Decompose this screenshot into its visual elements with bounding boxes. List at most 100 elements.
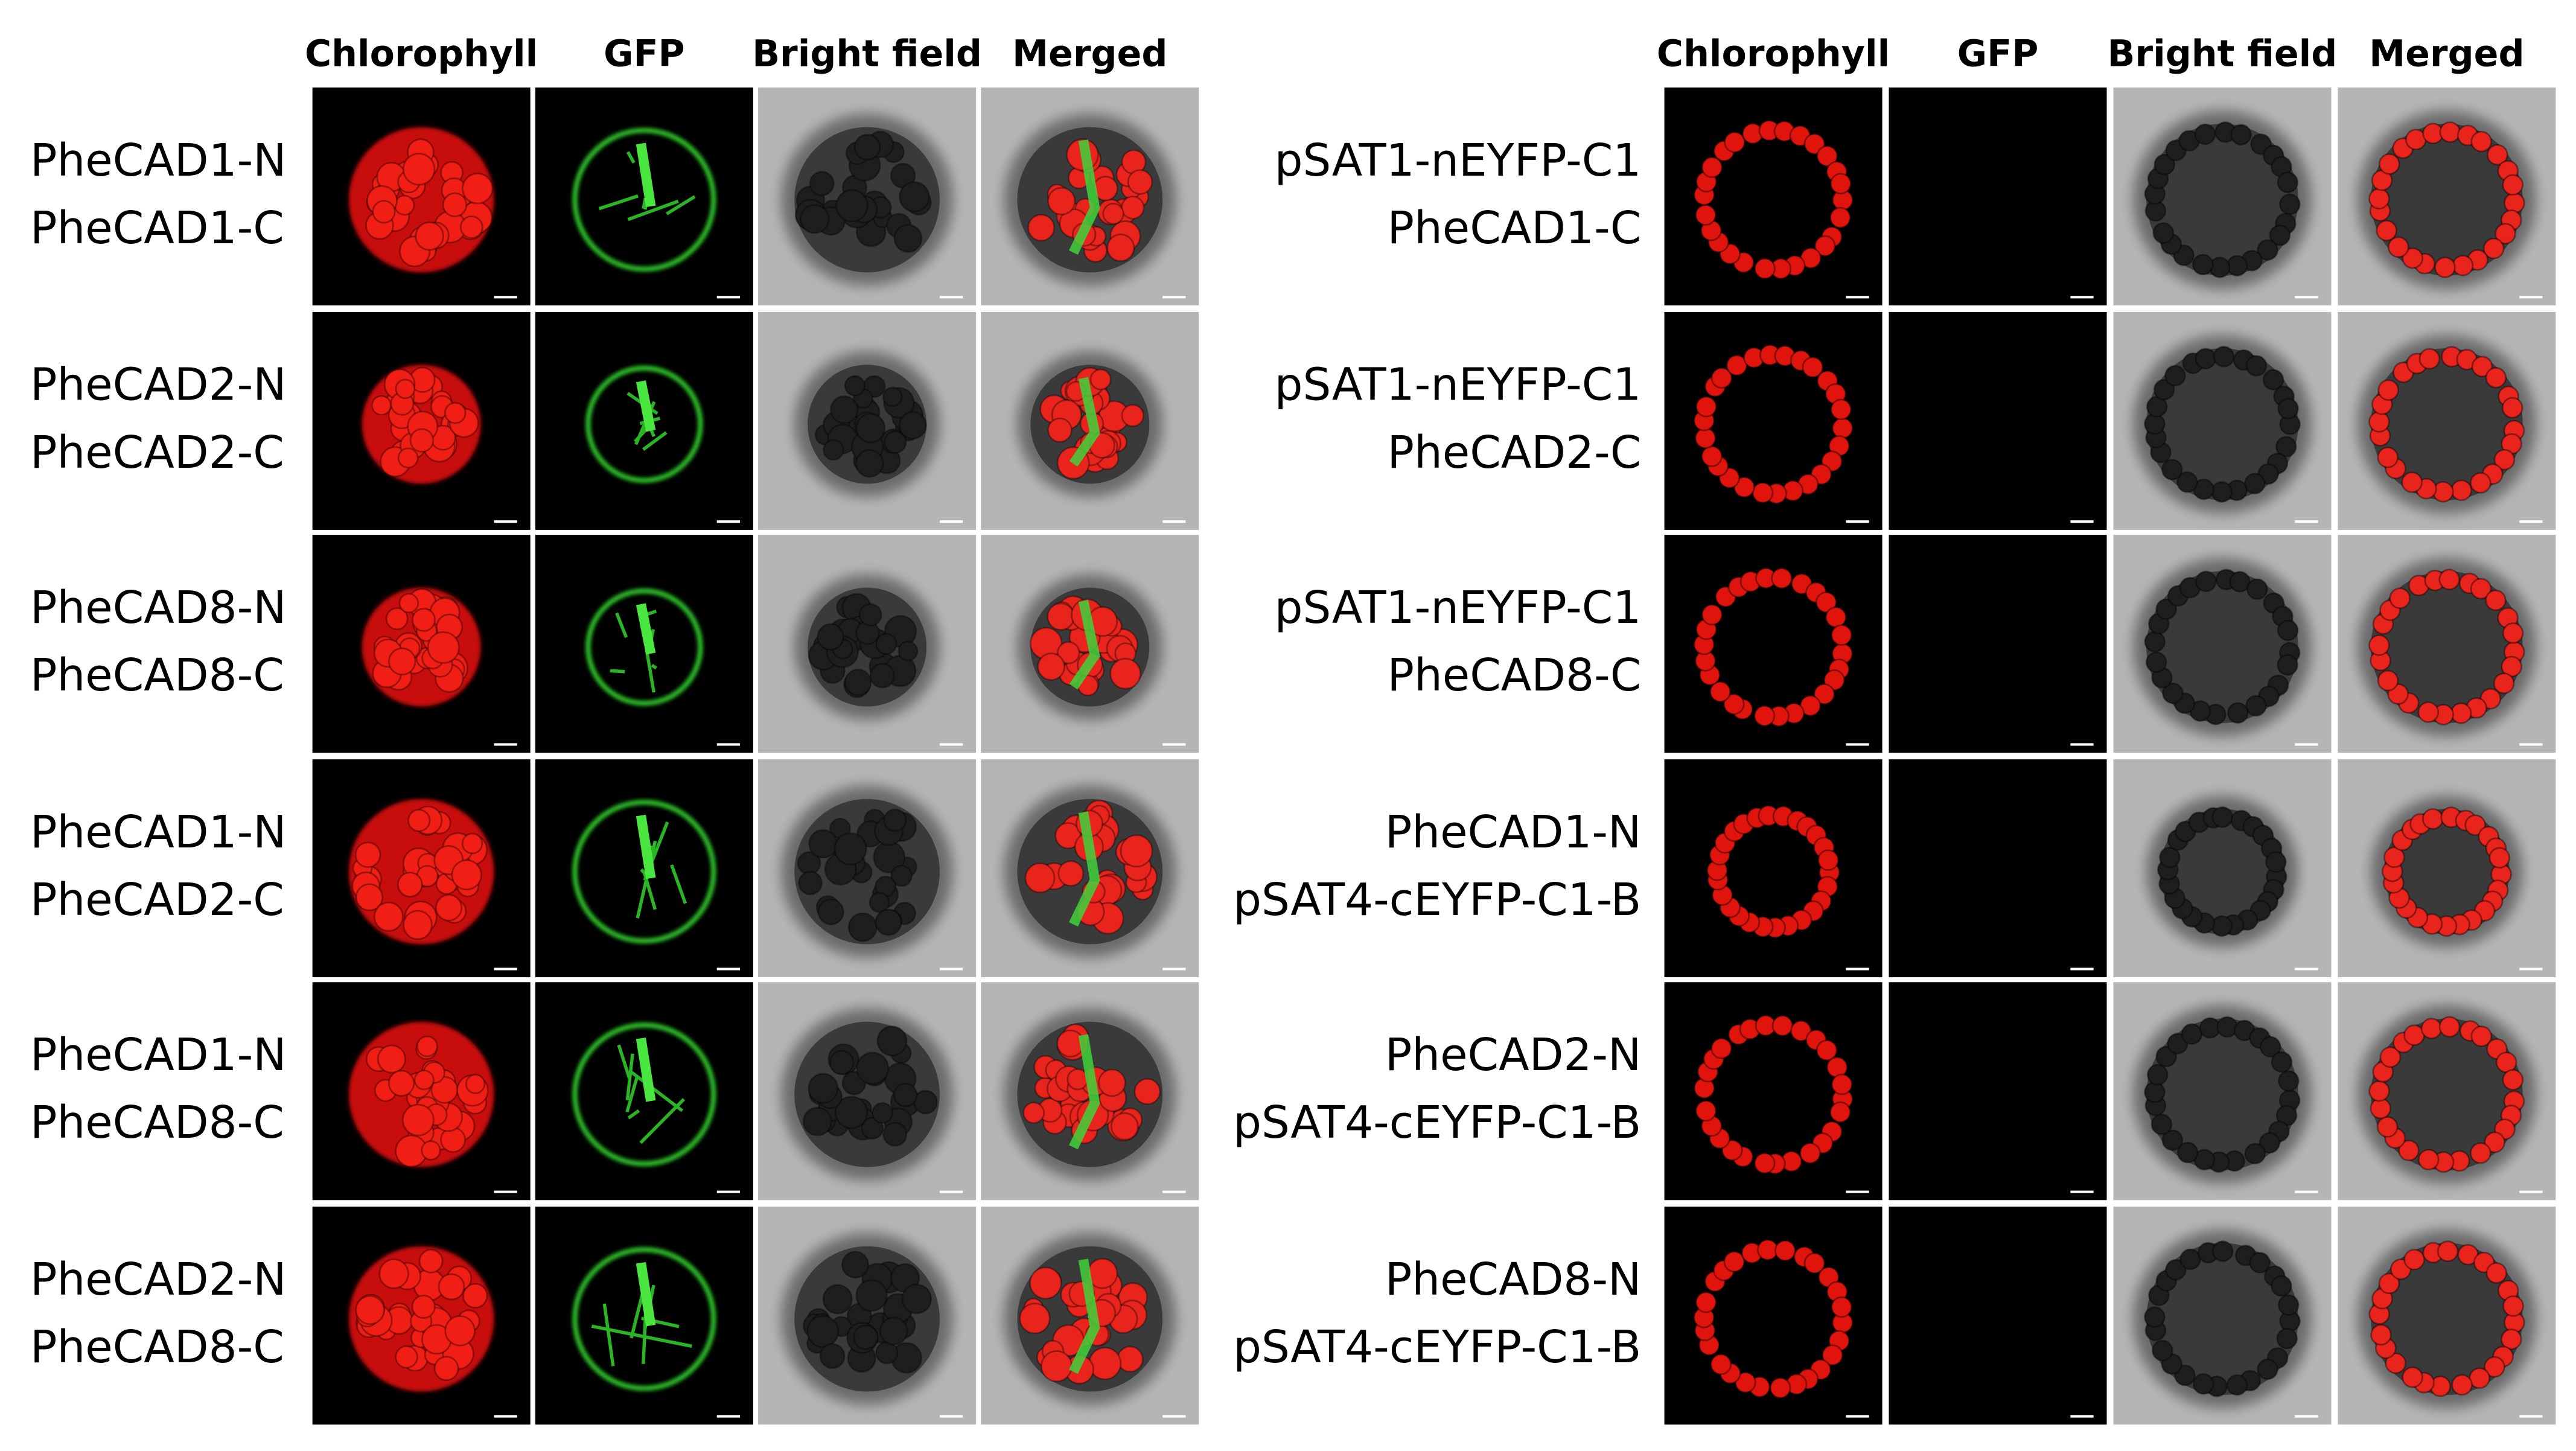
chloroplast	[1790, 1020, 1812, 1042]
micrograph	[312, 311, 531, 530]
chloroplast	[1019, 1303, 1051, 1335]
chloroplast	[2389, 587, 2411, 609]
chloroplast	[802, 1106, 832, 1137]
chloroplast	[1815, 592, 1837, 613]
chloroplast	[861, 1117, 884, 1140]
chloroplast	[2154, 153, 2175, 176]
chloroplast	[2398, 1140, 2420, 1161]
chloroplast	[2226, 1374, 2248, 1396]
chloroplast	[2501, 655, 2523, 678]
column-header: GFP	[604, 33, 685, 75]
chloroplast	[1694, 427, 1717, 449]
chloroplast	[1133, 1078, 1161, 1105]
chloroplast	[2368, 1080, 2390, 1102]
chloroplast	[875, 908, 902, 936]
image-background	[1889, 982, 2107, 1201]
chloroplast	[2195, 570, 2217, 593]
chloroplast	[1830, 398, 1852, 421]
gfp-ring	[585, 588, 703, 706]
micrograph	[1664, 982, 1883, 1201]
chloroplast	[1825, 606, 1847, 628]
chloroplast	[2464, 814, 2486, 836]
chloroplast	[2450, 702, 2472, 724]
chloroplast	[2417, 1149, 2440, 1171]
chloroplast	[869, 891, 890, 913]
chloroplast	[1695, 1291, 1717, 1313]
chloroplast	[2257, 239, 2278, 261]
chloroplast	[872, 1102, 894, 1124]
row-label: pSAT4-cEYFP-C1-B	[1233, 1097, 1641, 1149]
chloroplast	[893, 1083, 918, 1108]
chloroplast	[409, 428, 435, 453]
micrograph	[2338, 1207, 2556, 1425]
chloroplast	[2421, 808, 2444, 830]
chloroplast	[2271, 1275, 2292, 1297]
micrograph	[2113, 535, 2332, 753]
column-header: GFP	[1957, 33, 2039, 75]
chloroplast	[2277, 398, 2299, 419]
chloroplast	[2488, 847, 2511, 869]
micrograph	[1889, 311, 2107, 530]
chloroplast	[451, 859, 482, 891]
row-label: PheCAD8-N	[1385, 1254, 1641, 1306]
chloroplast	[855, 449, 884, 478]
row-label: PheCAD2-N	[30, 1254, 286, 1306]
chloroplast	[1829, 1101, 1851, 1123]
chloroplast	[355, 1295, 385, 1325]
chloroplast	[2279, 193, 2301, 215]
chloroplast	[1769, 1377, 1791, 1399]
gfp-network	[639, 1098, 685, 1144]
chloroplast	[421, 1140, 441, 1161]
chloroplast	[817, 623, 844, 651]
chloroplast	[2368, 188, 2390, 209]
chloroplast	[1733, 476, 1755, 498]
micrograph	[1889, 982, 2107, 1201]
micrograph	[2113, 1207, 2332, 1425]
micrograph	[1889, 759, 2107, 978]
chloroplast	[2377, 379, 2399, 401]
chloroplast	[1127, 169, 1153, 195]
chloroplast	[2144, 1306, 2166, 1328]
chloroplast	[1831, 1296, 1853, 1318]
chloroplast	[1120, 834, 1153, 868]
chloroplast	[2176, 471, 2198, 493]
chloroplast	[1771, 567, 1793, 589]
chloroplast	[1121, 196, 1145, 220]
chloroplast	[876, 1025, 908, 1057]
chloroplast	[411, 1295, 436, 1319]
chloroplast	[2368, 411, 2390, 433]
micrograph	[1664, 87, 1883, 305]
micrograph	[1664, 759, 1883, 978]
chloroplast	[2245, 355, 2268, 377]
chloroplast	[1753, 1152, 1776, 1175]
row-label: PheCAD1-N	[30, 135, 286, 187]
image-background	[535, 982, 753, 1201]
row-label: PheCAD1-N	[30, 806, 286, 858]
cell-body	[2371, 124, 2523, 276]
chloroplast	[2403, 1249, 2425, 1271]
chloroplast	[1701, 156, 1723, 178]
chloroplast	[2275, 436, 2297, 458]
chloroplast	[1803, 133, 1826, 155]
row-label: PheCAD1-N	[30, 1029, 286, 1081]
chloroplast	[844, 668, 872, 697]
chloroplast	[2377, 669, 2399, 692]
chloroplast	[2402, 1366, 2423, 1388]
chloroplast	[847, 912, 878, 942]
chloroplast	[1803, 1252, 1826, 1274]
micrograph	[981, 1207, 1199, 1425]
micrograph	[2113, 87, 2332, 305]
micrograph	[2338, 87, 2556, 305]
chloroplast	[2155, 1045, 2177, 1068]
cell-body	[2371, 1243, 2523, 1395]
row-label: pSAT1-nEYFP-C1	[1275, 359, 1642, 411]
chloroplast	[2479, 687, 2502, 710]
micrograph	[535, 759, 753, 978]
chloroplast	[1695, 395, 1717, 418]
chloroplast	[2370, 1324, 2392, 1346]
gfp-network	[591, 1324, 692, 1348]
chloroplast	[1088, 1347, 1122, 1380]
chloroplast	[1823, 669, 1845, 691]
chloroplast	[397, 447, 419, 469]
gfp-signal	[636, 814, 656, 879]
